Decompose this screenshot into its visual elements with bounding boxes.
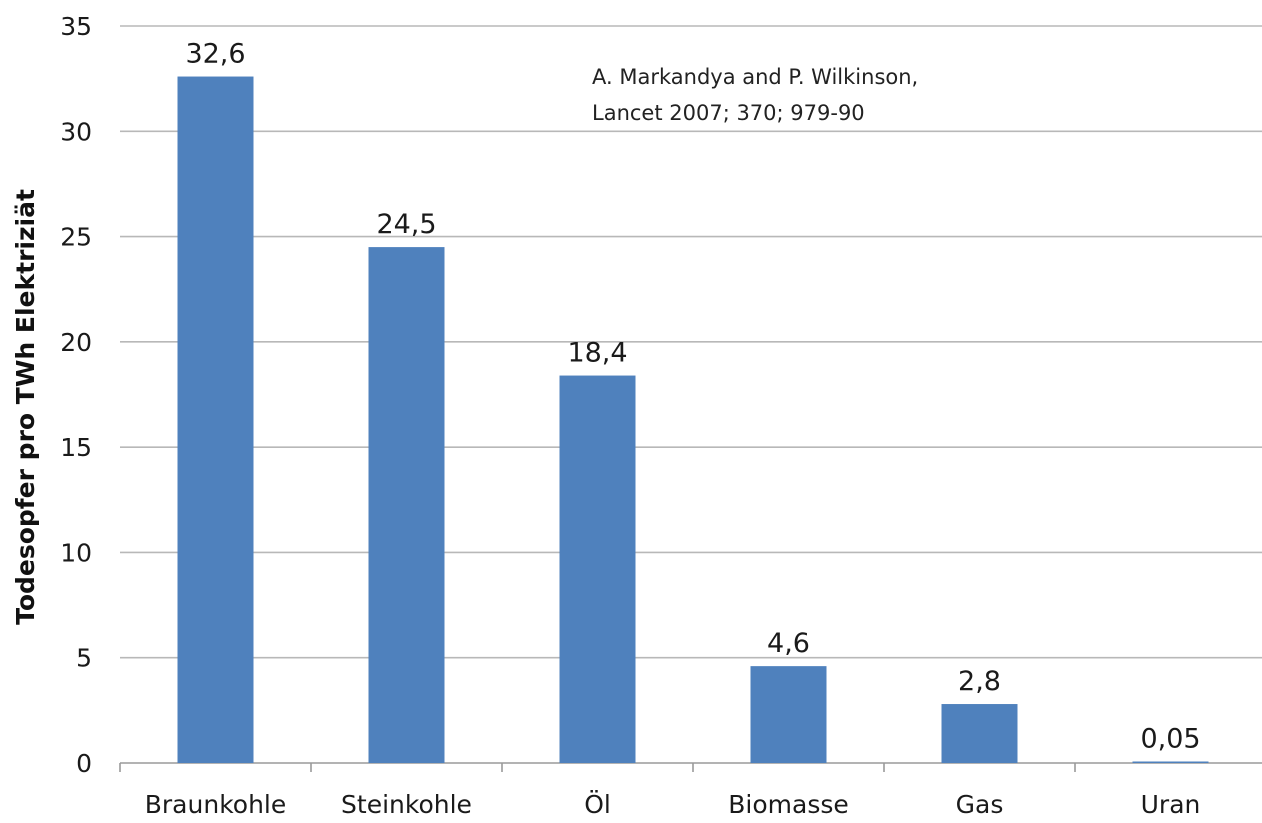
data-label: 18,4 (567, 338, 627, 369)
source-annotation: A. Markandya and P. Wilkinson, Lancet 20… (592, 65, 918, 125)
x-tick-label: Uran (1141, 790, 1201, 819)
y-tick-label: 25 (60, 223, 92, 252)
bar--l (559, 375, 636, 763)
gridlines (120, 25, 1262, 659)
y-tick-label: 35 (60, 12, 92, 41)
x-tick-label: Biomasse (728, 790, 849, 819)
axes (119, 762, 1262, 772)
data-label: 0,05 (1140, 724, 1200, 755)
bars (177, 76, 1209, 764)
y-tick-label: 5 (76, 644, 92, 673)
data-label: 4,6 (767, 628, 810, 659)
bar-steinkohle (368, 247, 445, 764)
annotation-line-1: A. Markandya and P. Wilkinson, (592, 65, 918, 89)
y-tick-label: 10 (60, 538, 92, 567)
x-tick-label: Gas (956, 790, 1004, 819)
bar-gas (941, 704, 1018, 763)
x-tick-labels: Braunkohle Steinkohle Öl Biomasse Gas Uran (145, 790, 1201, 819)
data-labels: 32,6 24,5 18,4 4,6 2,8 0,05 (185, 39, 1200, 755)
y-axis-title: Todesopfer pro TWh Elektriziät (11, 189, 40, 625)
bar-uran (1132, 761, 1209, 763)
x-tick-label: Öl (584, 790, 611, 819)
data-label: 2,8 (958, 666, 1001, 697)
x-tick-label: Steinkohle (341, 790, 472, 819)
y-tick-label: 0 (76, 749, 92, 778)
y-tick-label: 30 (60, 117, 92, 146)
y-tick-labels: 0 5 10 15 20 25 30 35 (60, 12, 92, 778)
annotation-line-2: Lancet 2007; 370; 979-90 (592, 101, 865, 125)
x-tick-label: Braunkohle (145, 790, 287, 819)
y-tick-label: 20 (60, 328, 92, 357)
y-tick-label: 15 (60, 433, 92, 462)
bar-biomasse (750, 666, 827, 763)
bar-braunkohle (177, 76, 254, 764)
data-label: 24,5 (376, 209, 436, 240)
data-label: 32,6 (185, 39, 245, 70)
